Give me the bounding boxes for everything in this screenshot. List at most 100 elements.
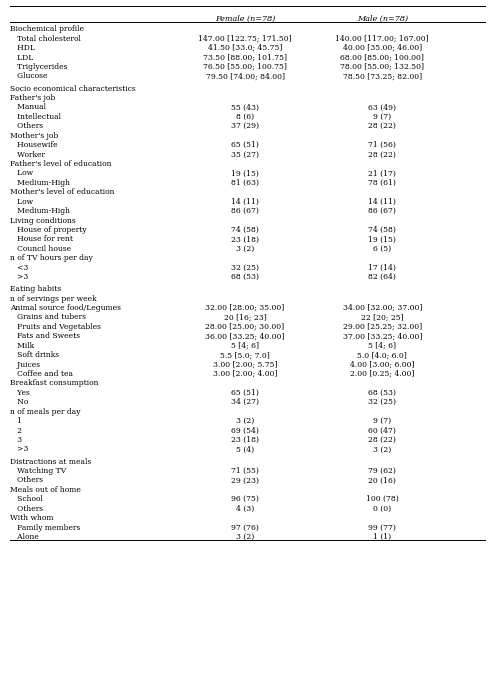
Text: 78 (61): 78 (61) (368, 179, 396, 187)
Text: 36.00 [33.25; 40.00]: 36.00 [33.25; 40.00] (205, 333, 285, 340)
Text: 4.00 [3.00; 6.00]: 4.00 [3.00; 6.00] (350, 361, 415, 369)
Text: 8 (6): 8 (6) (236, 113, 254, 121)
Text: 28.00 [25.00; 30.00]: 28.00 [25.00; 30.00] (205, 323, 285, 331)
Text: 74 (58): 74 (58) (368, 226, 396, 234)
Text: 21 (17): 21 (17) (368, 169, 396, 178)
Text: Low: Low (10, 169, 33, 178)
Text: 1: 1 (10, 417, 22, 426)
Text: 20 [16; 23]: 20 [16; 23] (223, 313, 267, 322)
Text: 32 (25): 32 (25) (368, 398, 396, 406)
Text: Worker: Worker (10, 150, 45, 158)
Text: 86 (67): 86 (67) (368, 207, 396, 215)
Text: 23 (18): 23 (18) (231, 436, 259, 444)
Text: 73.50 [88.00; 101.75]: 73.50 [88.00; 101.75] (203, 53, 287, 61)
Text: 63 (49): 63 (49) (368, 103, 396, 111)
Text: 19 (15): 19 (15) (231, 169, 259, 178)
Text: 19 (15): 19 (15) (368, 236, 396, 243)
Text: 5 [4; 6]: 5 [4; 6] (368, 342, 396, 350)
Text: 68 (53): 68 (53) (231, 273, 259, 281)
Text: 5 [4; 6]: 5 [4; 6] (231, 342, 259, 350)
Text: 60 (47): 60 (47) (368, 427, 396, 434)
Text: Medium-High: Medium-High (10, 207, 70, 215)
Text: 3.00 [2.00; 4.00]: 3.00 [2.00; 4.00] (213, 370, 277, 378)
Text: 3 (2): 3 (2) (373, 445, 392, 454)
Text: Father's level of education: Father's level of education (10, 160, 111, 168)
Text: Total cholesterol: Total cholesterol (10, 35, 81, 43)
Text: 99 (77): 99 (77) (368, 524, 396, 531)
Text: Juices: Juices (10, 361, 40, 369)
Text: Distractions at meals: Distractions at meals (10, 458, 91, 466)
Text: 37.00 [33.25; 40.00]: 37.00 [33.25; 40.00] (343, 333, 422, 340)
Text: 28 (22): 28 (22) (368, 122, 396, 130)
Text: 5 (4): 5 (4) (236, 445, 254, 454)
Text: 71 (55): 71 (55) (231, 467, 259, 475)
Text: 82 (64): 82 (64) (368, 273, 396, 281)
Text: Manual: Manual (10, 103, 46, 111)
Text: 32 (25): 32 (25) (231, 264, 259, 272)
Text: 100 (78): 100 (78) (366, 495, 398, 503)
Text: Medium-High: Medium-High (10, 179, 70, 187)
Text: <3: <3 (10, 264, 28, 272)
Text: 34.00 [32.00; 37.00]: 34.00 [32.00; 37.00] (343, 304, 422, 312)
Text: 2.00 [0.25; 4.00]: 2.00 [0.25; 4.00] (350, 370, 415, 378)
Text: Others: Others (10, 505, 43, 513)
Text: Others: Others (10, 477, 43, 484)
Text: Others: Others (10, 122, 43, 130)
Text: 3 (2): 3 (2) (236, 417, 254, 426)
Text: 78.00 [55.00; 132.50]: 78.00 [55.00; 132.50] (340, 63, 424, 71)
Text: Housewife: Housewife (10, 141, 57, 149)
Text: 65 (51): 65 (51) (231, 141, 259, 149)
Text: 9 (7): 9 (7) (373, 113, 391, 121)
Text: 9 (7): 9 (7) (373, 417, 391, 426)
Text: 68 (53): 68 (53) (368, 389, 396, 397)
Text: 29 (23): 29 (23) (231, 477, 259, 484)
Text: 34 (27): 34 (27) (231, 398, 259, 406)
Text: 4 (3): 4 (3) (236, 505, 254, 513)
Text: n of meals per day: n of meals per day (10, 408, 80, 416)
Text: 40.00 [35.00; 46.00]: 40.00 [35.00; 46.00] (343, 44, 422, 52)
Text: Meals out of home: Meals out of home (10, 486, 81, 494)
Text: 29.00 [25.25; 32.00]: 29.00 [25.25; 32.00] (343, 323, 422, 331)
Text: 32.00 [28.00; 35.00]: 32.00 [28.00; 35.00] (205, 304, 285, 312)
Text: 65 (51): 65 (51) (231, 389, 259, 397)
Text: 68.00 [85.00; 100.00]: 68.00 [85.00; 100.00] (340, 53, 424, 61)
Text: Yes: Yes (10, 389, 30, 397)
Text: Glucose: Glucose (10, 72, 48, 81)
Text: Watching TV: Watching TV (10, 467, 66, 475)
Text: No: No (10, 398, 28, 406)
Text: Soft drinks: Soft drinks (10, 351, 59, 359)
Text: Eating habits: Eating habits (10, 285, 61, 293)
Text: 14 (11): 14 (11) (231, 197, 259, 206)
Text: Mother's level of education: Mother's level of education (10, 189, 114, 196)
Text: Triglycerides: Triglycerides (10, 63, 67, 71)
Text: Male (n=78): Male (n=78) (357, 15, 408, 23)
Text: Intellectual: Intellectual (10, 113, 61, 121)
Text: 23 (18): 23 (18) (231, 236, 259, 243)
Text: 14 (11): 14 (11) (368, 197, 396, 206)
Text: Council house: Council house (10, 245, 71, 253)
Text: 6 (5): 6 (5) (373, 245, 391, 253)
Text: Alone: Alone (10, 533, 39, 541)
Text: Milk: Milk (10, 342, 34, 350)
Text: 55 (43): 55 (43) (231, 103, 259, 111)
Text: 76.50 [55.00; 100.75]: 76.50 [55.00; 100.75] (203, 63, 287, 71)
Text: Fats and Sweets: Fats and Sweets (10, 333, 80, 340)
Text: 1 (1): 1 (1) (373, 533, 391, 541)
Text: Grains and tubers: Grains and tubers (10, 313, 86, 322)
Text: 41.50 [33.0; 45.75]: 41.50 [33.0; 45.75] (208, 44, 282, 52)
Text: School: School (10, 495, 43, 503)
Text: 28 (22): 28 (22) (368, 150, 396, 158)
Text: 0 (0): 0 (0) (373, 505, 391, 513)
Text: 96 (75): 96 (75) (231, 495, 259, 503)
Text: 140.00 [117.00; 167.00]: 140.00 [117.00; 167.00] (335, 35, 429, 43)
Text: House of property: House of property (10, 226, 86, 234)
Text: 74 (58): 74 (58) (231, 226, 259, 234)
Text: Socio economical characteristics: Socio economical characteristics (10, 85, 136, 93)
Text: 20 (16): 20 (16) (368, 477, 396, 484)
Text: Mother's job: Mother's job (10, 132, 58, 140)
Text: 86 (67): 86 (67) (231, 207, 259, 215)
Text: 78.50 [73.25; 82.00]: 78.50 [73.25; 82.00] (343, 72, 422, 81)
Text: Breakfast consumption: Breakfast consumption (10, 380, 98, 387)
Text: Family members: Family members (10, 524, 80, 531)
Text: n of TV hours per day: n of TV hours per day (10, 254, 93, 262)
